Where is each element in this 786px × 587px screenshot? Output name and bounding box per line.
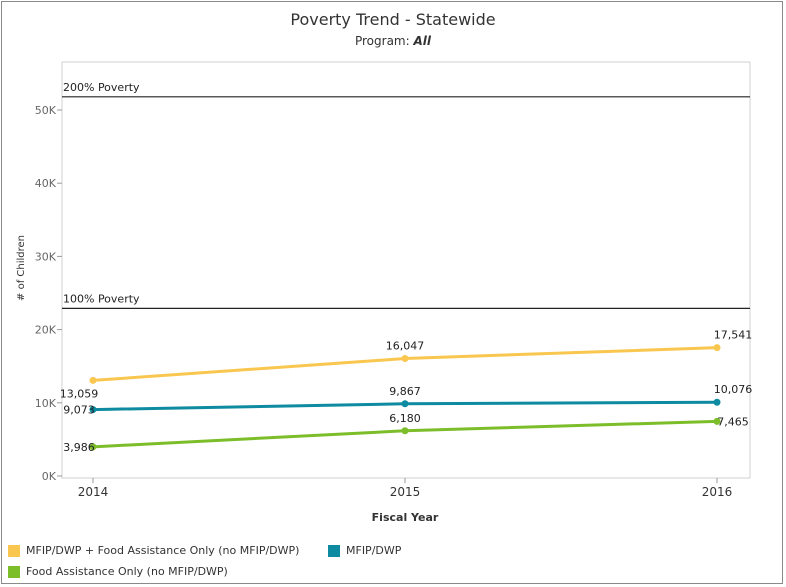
subtitle-prefix: Program:	[354, 34, 410, 48]
legend-swatch-1	[328, 544, 340, 557]
legend-label-2: Food Assistance Only (no MFIP/DWP)	[26, 565, 228, 578]
legend-item-0[interactable]: MFIP/DWP + Food Assistance Only (no MFIP…	[8, 544, 299, 557]
legend-item-1[interactable]: MFIP/DWP	[328, 544, 401, 557]
subtitle-program-value: All	[413, 34, 432, 48]
chart-subtitle: Program: All	[0, 34, 786, 48]
legend-label-1: MFIP/DWP	[346, 544, 402, 557]
legend-swatch-0	[8, 544, 20, 557]
legend-label-0: MFIP/DWP + Food Assistance Only (no MFIP…	[26, 544, 300, 557]
legend-item-2[interactable]: Food Assistance Only (no MFIP/DWP)	[8, 565, 228, 578]
legend-swatch-2	[8, 565, 20, 578]
chart-title: Poverty Trend - Statewide	[290, 10, 496, 29]
